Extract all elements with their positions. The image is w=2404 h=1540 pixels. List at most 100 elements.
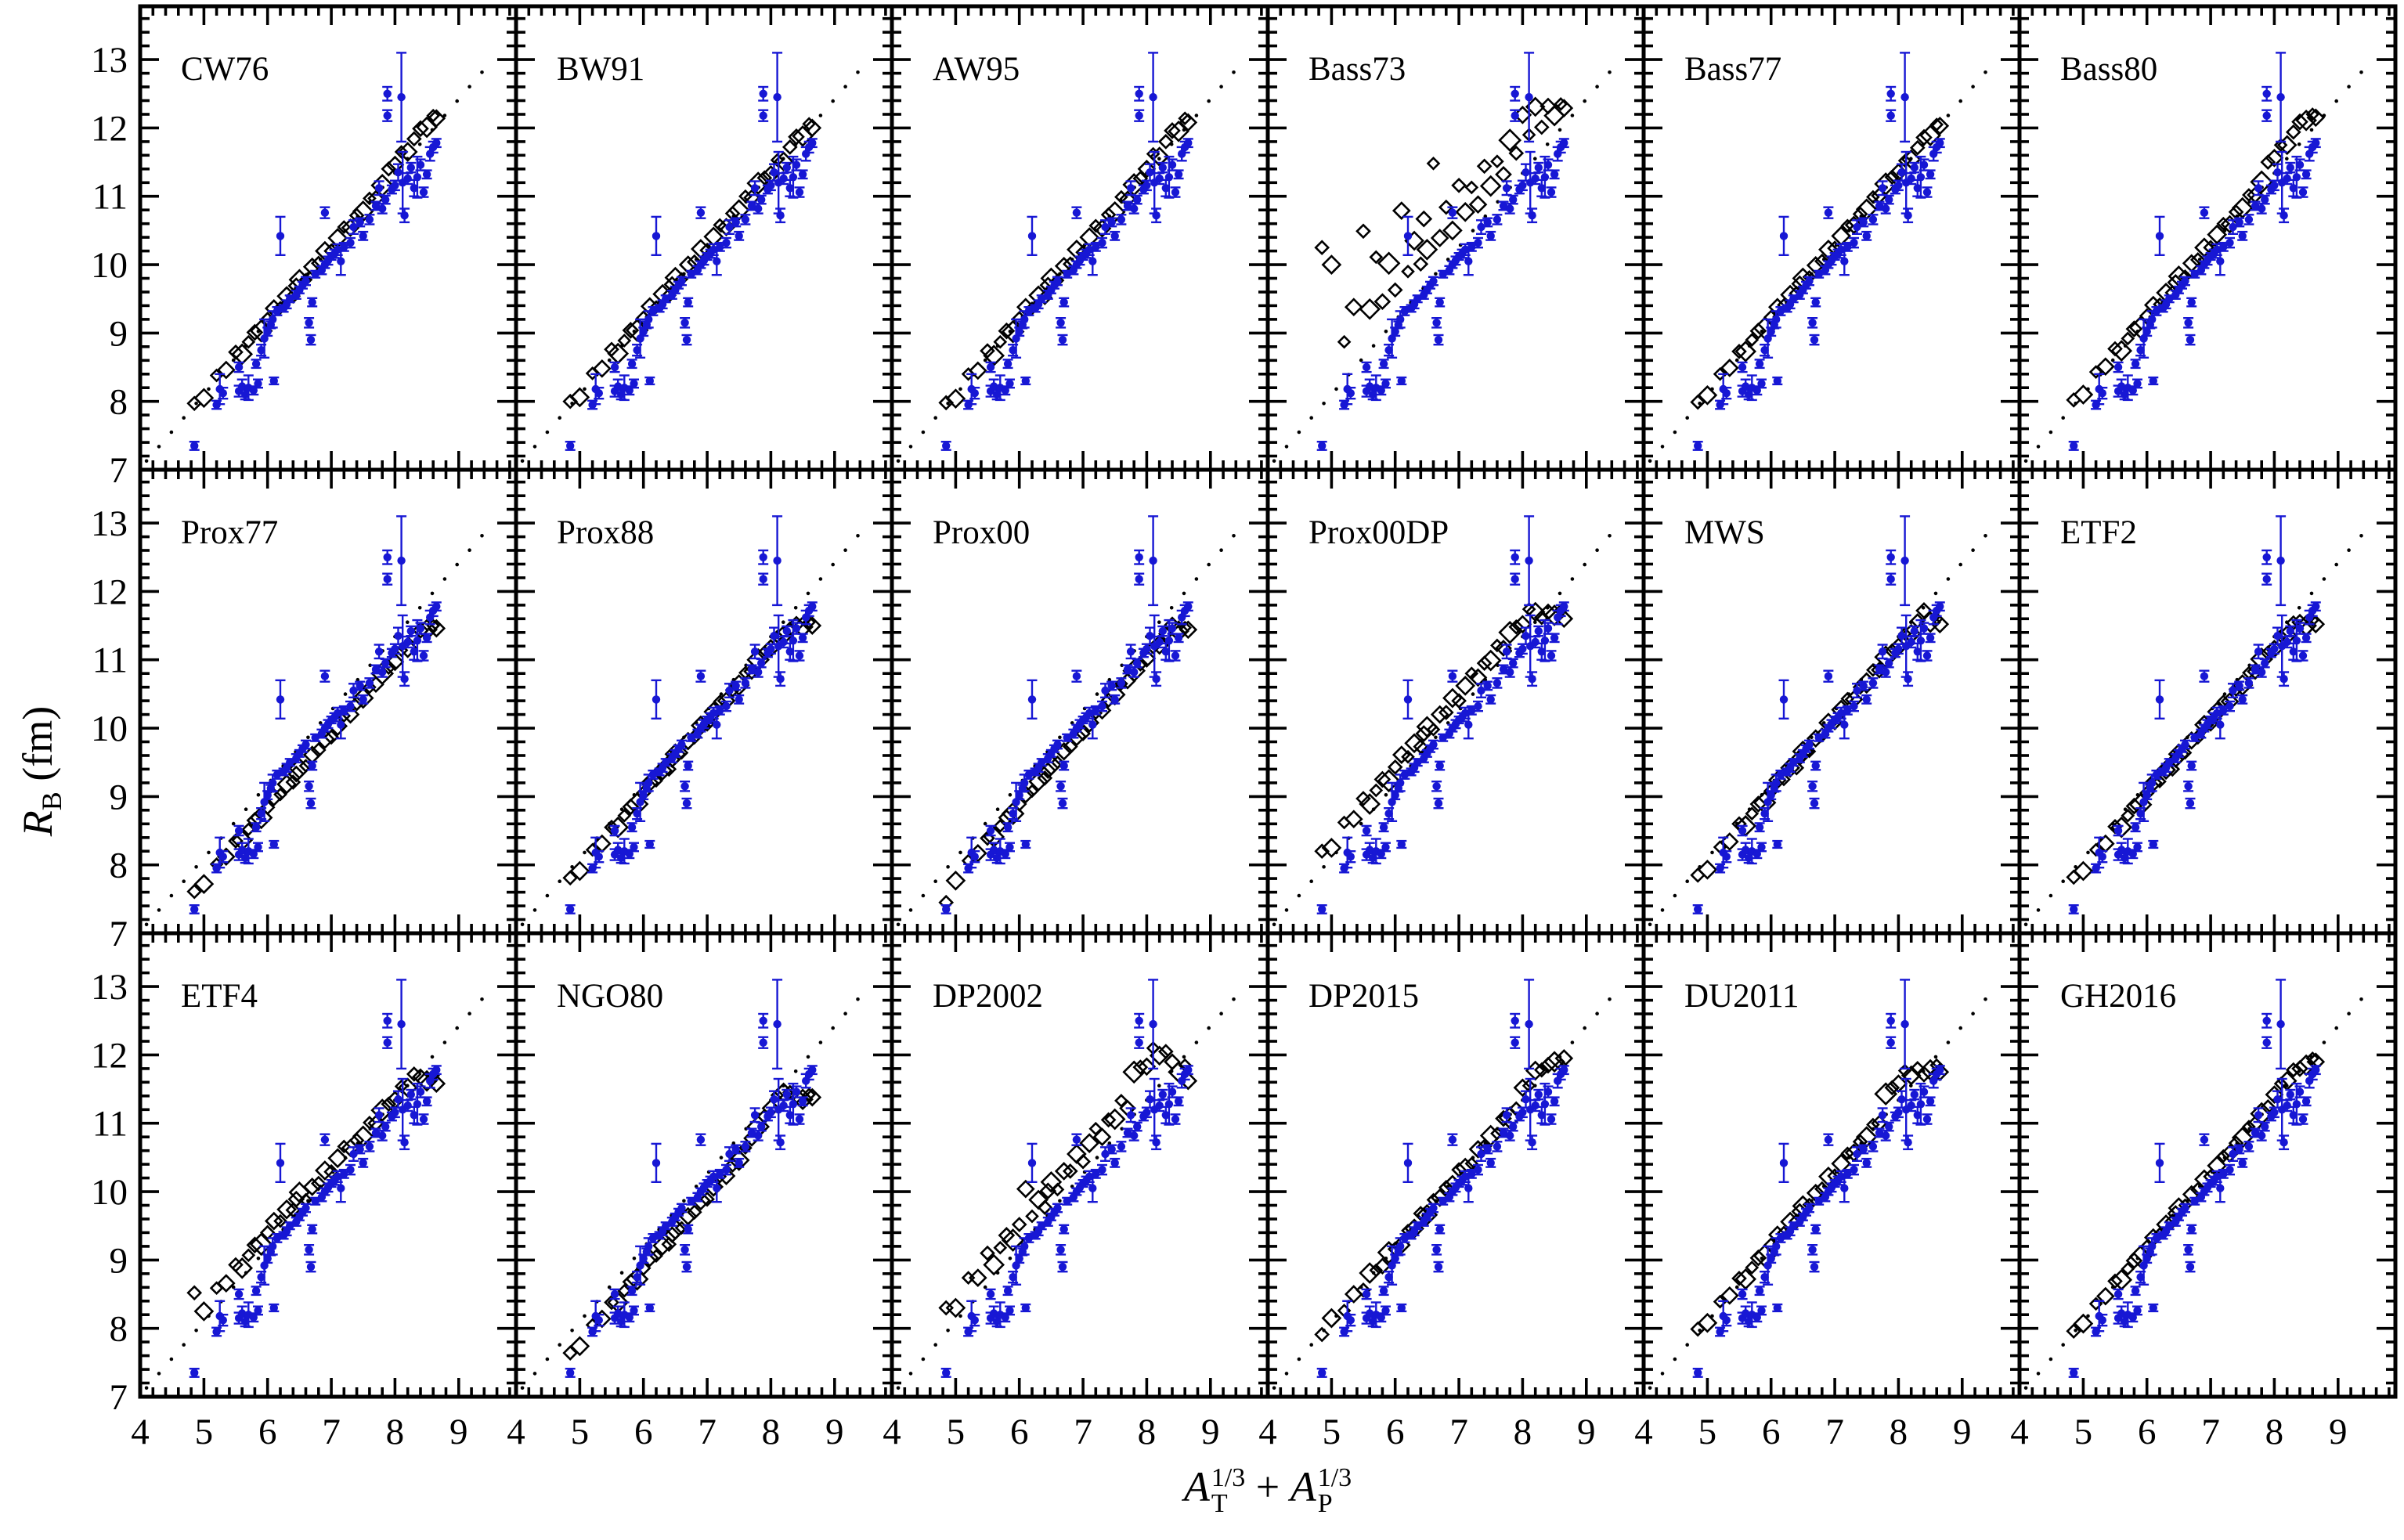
experimental-errorbars (940, 979, 1193, 1378)
experimental-errorbars (565, 515, 818, 914)
axis-ticks (2018, 470, 2395, 935)
model-diamonds (938, 111, 1198, 411)
reference-dotted-line (1648, 997, 1987, 1390)
model-diamonds (186, 1066, 446, 1322)
y-tick-labels: 7 8 9 10 11 12 13 (91, 503, 128, 954)
reference-dotted-line (520, 997, 860, 1390)
reference-dotted-line (520, 534, 860, 927)
panel-label-DP2015: DP2015 (1308, 978, 1419, 1015)
panel-Prox77: 7 8 9 10 11 12 13 Prox77 (91, 467, 518, 954)
model-diamonds (1690, 116, 1950, 410)
experimental-errorbars (940, 52, 1193, 451)
experimental-points (2070, 553, 2320, 914)
panel-label-CW76: CW76 (181, 51, 269, 88)
reference-dotted-line (1272, 70, 1612, 463)
panel-Prox00DP: Prox00DP (1265, 467, 1646, 936)
experimental-errorbars (189, 979, 442, 1378)
experimental-errorbars (2068, 979, 2321, 1378)
experimental-errorbars (565, 979, 818, 1378)
svg-text:12: 12 (91, 572, 128, 612)
experimental-errorbars (189, 515, 442, 914)
experimental-points (1694, 553, 1944, 914)
panel-GH2016: 4 5 6 7 8 9 GH2016 (2010, 931, 2398, 1452)
experimental-errorbars (2068, 52, 2321, 451)
x-axis-symbol-target: A (1183, 1463, 1210, 1510)
panel-DP2002: 4 5 6 7 8 9 DP2002 (883, 931, 1270, 1452)
experimental-errorbars (1692, 52, 1945, 451)
panel-AW95: AW95 (890, 4, 1270, 472)
reference-dotted-line (2023, 534, 2363, 927)
y-axis-unit: (fm) (14, 705, 62, 792)
svg-text:13: 13 (91, 40, 128, 81)
svg-text:11: 11 (92, 640, 128, 681)
experimental-errorbars (2068, 515, 2321, 914)
model-diamonds (938, 616, 1198, 911)
experimental-points (942, 553, 1193, 914)
experimental-points (566, 89, 817, 450)
svg-text:7: 7 (110, 914, 128, 954)
svg-text:11: 11 (92, 177, 128, 218)
experimental-points (942, 89, 1193, 450)
panel-BW91: BW91 (514, 4, 894, 472)
reference-dotted-line (896, 534, 1236, 927)
panel-DU2011: 4 5 6 7 8 9 DU2011 (1634, 931, 2022, 1452)
y-axis-label: RB (fm) (13, 706, 68, 836)
panel-label-Bass77: Bass77 (1684, 51, 1781, 88)
panel-label-DU2011: DU2011 (1684, 978, 1799, 1015)
svg-text:8: 8 (110, 846, 128, 886)
experimental-points (1318, 1016, 1568, 1377)
panel-label-NGO80: NGO80 (557, 978, 663, 1015)
model-diamonds (562, 117, 822, 409)
axis-ticks (514, 933, 892, 1398)
y-axis-symbol: R (14, 810, 62, 837)
experimental-errorbars (1316, 979, 1569, 1378)
panel-label-Prox00DP: Prox00DP (1308, 514, 1449, 551)
panel-Bass80: Bass80 (2017, 4, 2398, 472)
experimental-points (2070, 89, 2320, 450)
panel-Bass77: Bass77 (1641, 4, 2022, 472)
y-axis-symbol-sub: B (35, 792, 67, 811)
panel-label-MWS: MWS (1684, 514, 1765, 551)
x-axis-symbol-projectile: A (1290, 1463, 1316, 1510)
reference-dotted-line (1648, 534, 1987, 927)
svg-text:9: 9 (110, 777, 128, 817)
experimental-points (566, 553, 817, 914)
experimental-points (1318, 553, 1568, 914)
reference-dotted-line (2023, 70, 2363, 463)
svg-text:12: 12 (91, 108, 128, 149)
svg-text:10: 10 (91, 709, 128, 749)
model-diamonds (562, 1082, 822, 1361)
panel-Prox00: Prox00 (890, 467, 1270, 936)
panel-label-Bass73: Bass73 (1308, 51, 1406, 88)
experimental-points (566, 1016, 817, 1377)
axis-ticks (139, 470, 516, 935)
axis-ticks (2018, 933, 2395, 1398)
model-diamonds (2066, 1051, 2326, 1340)
experimental-errorbars (1692, 979, 1945, 1378)
x-axis-label: A 1/3 T + A 1/3 P (1184, 1462, 1352, 1517)
model-diamonds (2066, 613, 2326, 885)
experimental-points (1318, 89, 1568, 450)
experimental-errorbars (940, 515, 1193, 914)
model-diamonds (2066, 107, 2326, 408)
model-diamonds (562, 615, 822, 886)
svg-text:10: 10 (91, 245, 128, 286)
model-diamonds (1314, 1048, 1574, 1343)
svg-text:7: 7 (110, 450, 128, 491)
experimental-points (2070, 1016, 2320, 1377)
svg-text:13: 13 (91, 503, 128, 544)
y-tick-labels: 7 8 9 10 11 12 13 (91, 40, 128, 491)
reference-dotted-line (1272, 534, 1612, 927)
experimental-errorbars (565, 52, 818, 451)
experimental-points (190, 553, 441, 914)
panel-label-GH2016: GH2016 (2060, 978, 2176, 1015)
